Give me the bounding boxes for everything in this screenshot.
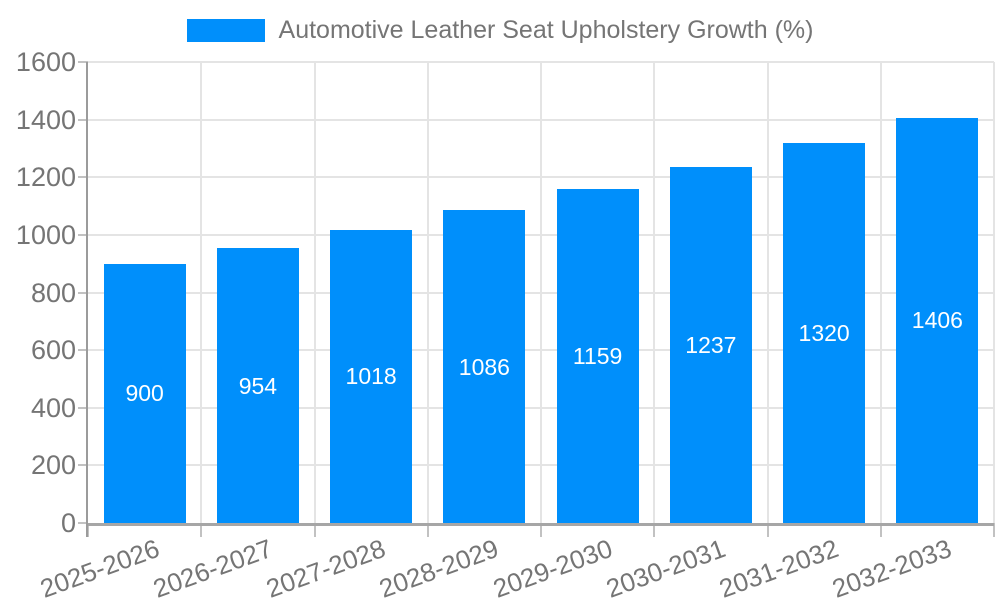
x-tick [653, 523, 656, 537]
bar[interactable] [103, 263, 186, 523]
bar[interactable] [896, 117, 979, 523]
y-axis-label: 1400 [15, 104, 76, 135]
bar-value-label: 1320 [798, 319, 850, 346]
y-axis-label: 0 [60, 508, 76, 538]
y-tick [78, 233, 88, 236]
y-axis-label: 1600 [15, 47, 76, 77]
bar[interactable] [330, 229, 413, 523]
x-tick [879, 523, 882, 537]
bar-value-label: 1406 [911, 307, 963, 334]
bar[interactable] [216, 248, 299, 523]
chart-title: Automotive Leather Seat Upholstery Growt… [278, 16, 814, 44]
legend-swatch [186, 19, 265, 42]
y-tick [78, 176, 88, 179]
bar-value-label: 1237 [685, 331, 737, 358]
v-gridline [540, 62, 542, 523]
x-tick [200, 523, 203, 537]
x-axis-line [88, 523, 994, 526]
bar-value-label: 954 [238, 372, 278, 399]
y-tick [78, 464, 88, 467]
y-axis-label: 800 [30, 277, 76, 308]
bar[interactable] [783, 142, 866, 523]
v-gridline [653, 62, 656, 523]
y-axis-line [86, 62, 88, 537]
bar-value-label: 1086 [458, 353, 510, 380]
x-tick [426, 523, 429, 537]
v-gridline [993, 62, 995, 523]
y-tick [78, 118, 88, 121]
y-axis-label: 1000 [15, 219, 76, 250]
x-tick [766, 523, 769, 537]
v-gridline [200, 62, 203, 523]
x-tick [313, 523, 316, 537]
bar[interactable] [443, 210, 526, 523]
v-gridline [879, 62, 882, 523]
y-tick [78, 349, 88, 352]
y-tick [78, 291, 88, 294]
x-tick [87, 523, 89, 537]
bar[interactable] [556, 189, 639, 523]
bar-value-label: 900 [125, 380, 164, 407]
y-tick [78, 61, 88, 63]
x-tick [540, 523, 542, 537]
bar-value-label: 1159 [572, 343, 623, 370]
v-gridline [766, 62, 769, 523]
bar-value-label: 1018 [345, 363, 397, 390]
y-tick [78, 522, 88, 524]
bar[interactable] [669, 166, 752, 523]
chart-legend[interactable]: Automotive Leather Seat Upholstery Growt… [0, 16, 1000, 45]
y-axis-label: 600 [30, 335, 76, 366]
v-gridline [426, 62, 429, 523]
y-axis-label: 200 [30, 450, 76, 481]
y-axis-label: 1200 [15, 162, 76, 193]
y-axis-label: 400 [30, 392, 76, 423]
x-tick [993, 523, 995, 537]
y-tick [78, 406, 88, 409]
v-gridline [313, 62, 316, 523]
